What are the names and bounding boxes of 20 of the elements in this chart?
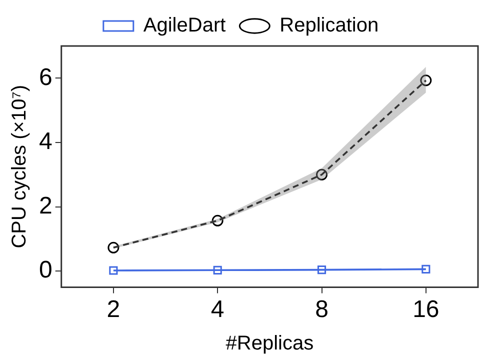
- point: [316, 168, 328, 180]
- point: [420, 74, 432, 86]
- y-tick-label: 4: [38, 128, 52, 156]
- point: [108, 242, 120, 254]
- point: [109, 266, 118, 275]
- y-tick-label: 2: [38, 192, 52, 220]
- legend-label: Replication: [280, 14, 379, 37]
- legend-label: AgileDart: [143, 14, 226, 37]
- point: [212, 214, 224, 226]
- point: [422, 264, 430, 274]
- x-axis-title: #Replicas: [226, 332, 314, 355]
- x-tick-label: 2: [106, 296, 120, 324]
- y-axis-title: CPU cycles (×10⁷): [8, 84, 31, 248]
- x-tick-label: 8: [315, 296, 328, 324]
- x-tick-label: 16: [412, 296, 440, 324]
- y-tick-label: 6: [38, 64, 52, 91]
- point: [213, 266, 222, 274]
- point: [317, 266, 326, 274]
- x-tick-label: 4: [210, 296, 224, 324]
- y-tick-label: 0: [38, 256, 52, 284]
